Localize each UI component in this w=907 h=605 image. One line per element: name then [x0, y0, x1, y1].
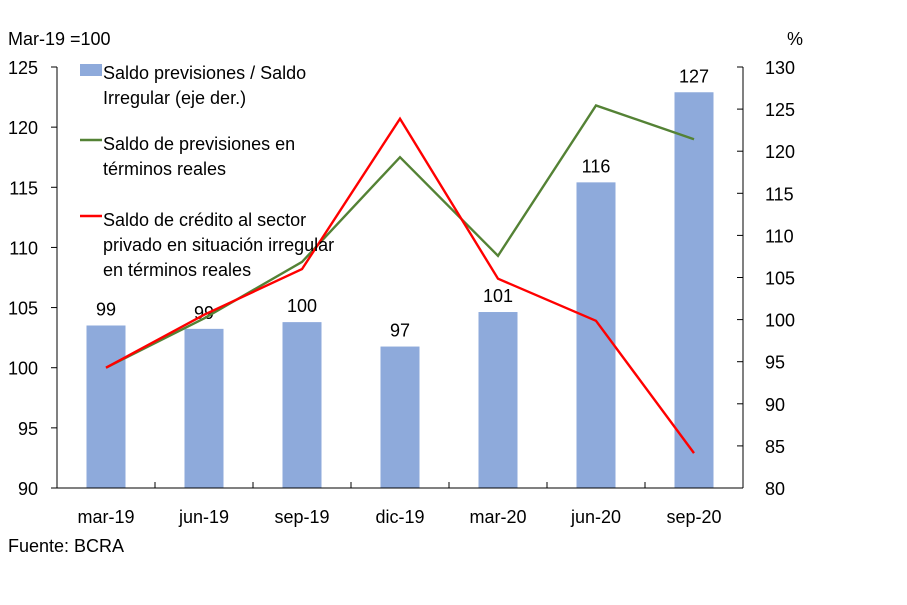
right-tick-label: 130 [765, 58, 795, 78]
legend-entry-text: Saldo de previsiones en [103, 134, 295, 154]
right-tick-label: 100 [765, 311, 795, 331]
x-tick-label: jun-20 [570, 507, 621, 527]
bar-label: 100 [287, 296, 317, 316]
bar-label: 99 [96, 299, 116, 319]
x-tick-label: mar-20 [469, 507, 526, 527]
bar-mar-20 [478, 312, 518, 488]
x-tick-label: dic-19 [375, 507, 424, 527]
bar-label: 127 [679, 66, 709, 86]
left-tick-label: 105 [8, 299, 38, 319]
left-tick-label: 100 [8, 359, 38, 379]
left-tick-label: 110 [9, 238, 38, 258]
legend-entry-text: Irregular (eje der.) [103, 88, 246, 108]
line-series-1 [105, 104, 695, 369]
right-tick-label: 125 [765, 100, 795, 120]
bar-jun-20 [576, 182, 616, 488]
right-tick-label: 120 [765, 142, 795, 162]
bar-sep-20 [674, 92, 714, 488]
bar-series [86, 92, 714, 488]
left-tick-label: 95 [18, 419, 38, 439]
source-note: Fuente: BCRA [8, 536, 124, 556]
legend-entry-text: Saldo previsiones / Saldo [103, 63, 306, 83]
x-tick-label: jun-19 [178, 507, 229, 527]
legend-entry-text: en términos reales [103, 260, 251, 280]
left-axis-label: Mar-19 =100 [8, 29, 111, 49]
axes: 90 95 100 105 110 115 120 125 80 85 90 95 100 105 110 1… [8, 58, 795, 527]
bar-label: 116 [582, 156, 611, 176]
legend: Saldo previsiones / Saldo Irregular (eje … [80, 63, 334, 280]
bar-jun-19 [184, 328, 224, 488]
left-tick-label: 90 [18, 479, 38, 499]
bar-label: 97 [390, 321, 410, 341]
bar-dic-19 [380, 346, 420, 488]
right-tick-label: 115 [765, 184, 794, 204]
right-tick-label: 90 [765, 395, 785, 415]
line-series-2 [105, 116, 695, 454]
legend-entry-text: términos reales [103, 159, 226, 179]
legend-entry-text: Saldo de crédito al sector [103, 210, 306, 230]
left-tick-label: 115 [9, 178, 38, 198]
left-tick-label: 125 [8, 58, 38, 78]
x-tick-label: mar-19 [77, 507, 134, 527]
right-tick-label: 95 [765, 353, 785, 373]
bar-label: 101 [483, 286, 513, 306]
right-tick-label: 110 [765, 226, 794, 246]
legend-entry-text: privado en situación irregular [103, 235, 334, 255]
bar-mar-19 [86, 325, 126, 488]
left-tick-label: 120 [8, 118, 38, 138]
right-tick-label: 80 [765, 479, 785, 499]
right-axis-label: % [787, 29, 803, 49]
bar-sep-19 [282, 322, 322, 488]
right-tick-label: 85 [765, 437, 785, 457]
line-series [105, 104, 695, 454]
x-tick-label: sep-20 [666, 507, 721, 527]
legend-bar-swatch [80, 64, 102, 76]
right-tick-label: 105 [765, 269, 795, 289]
x-tick-label: sep-19 [274, 507, 329, 527]
